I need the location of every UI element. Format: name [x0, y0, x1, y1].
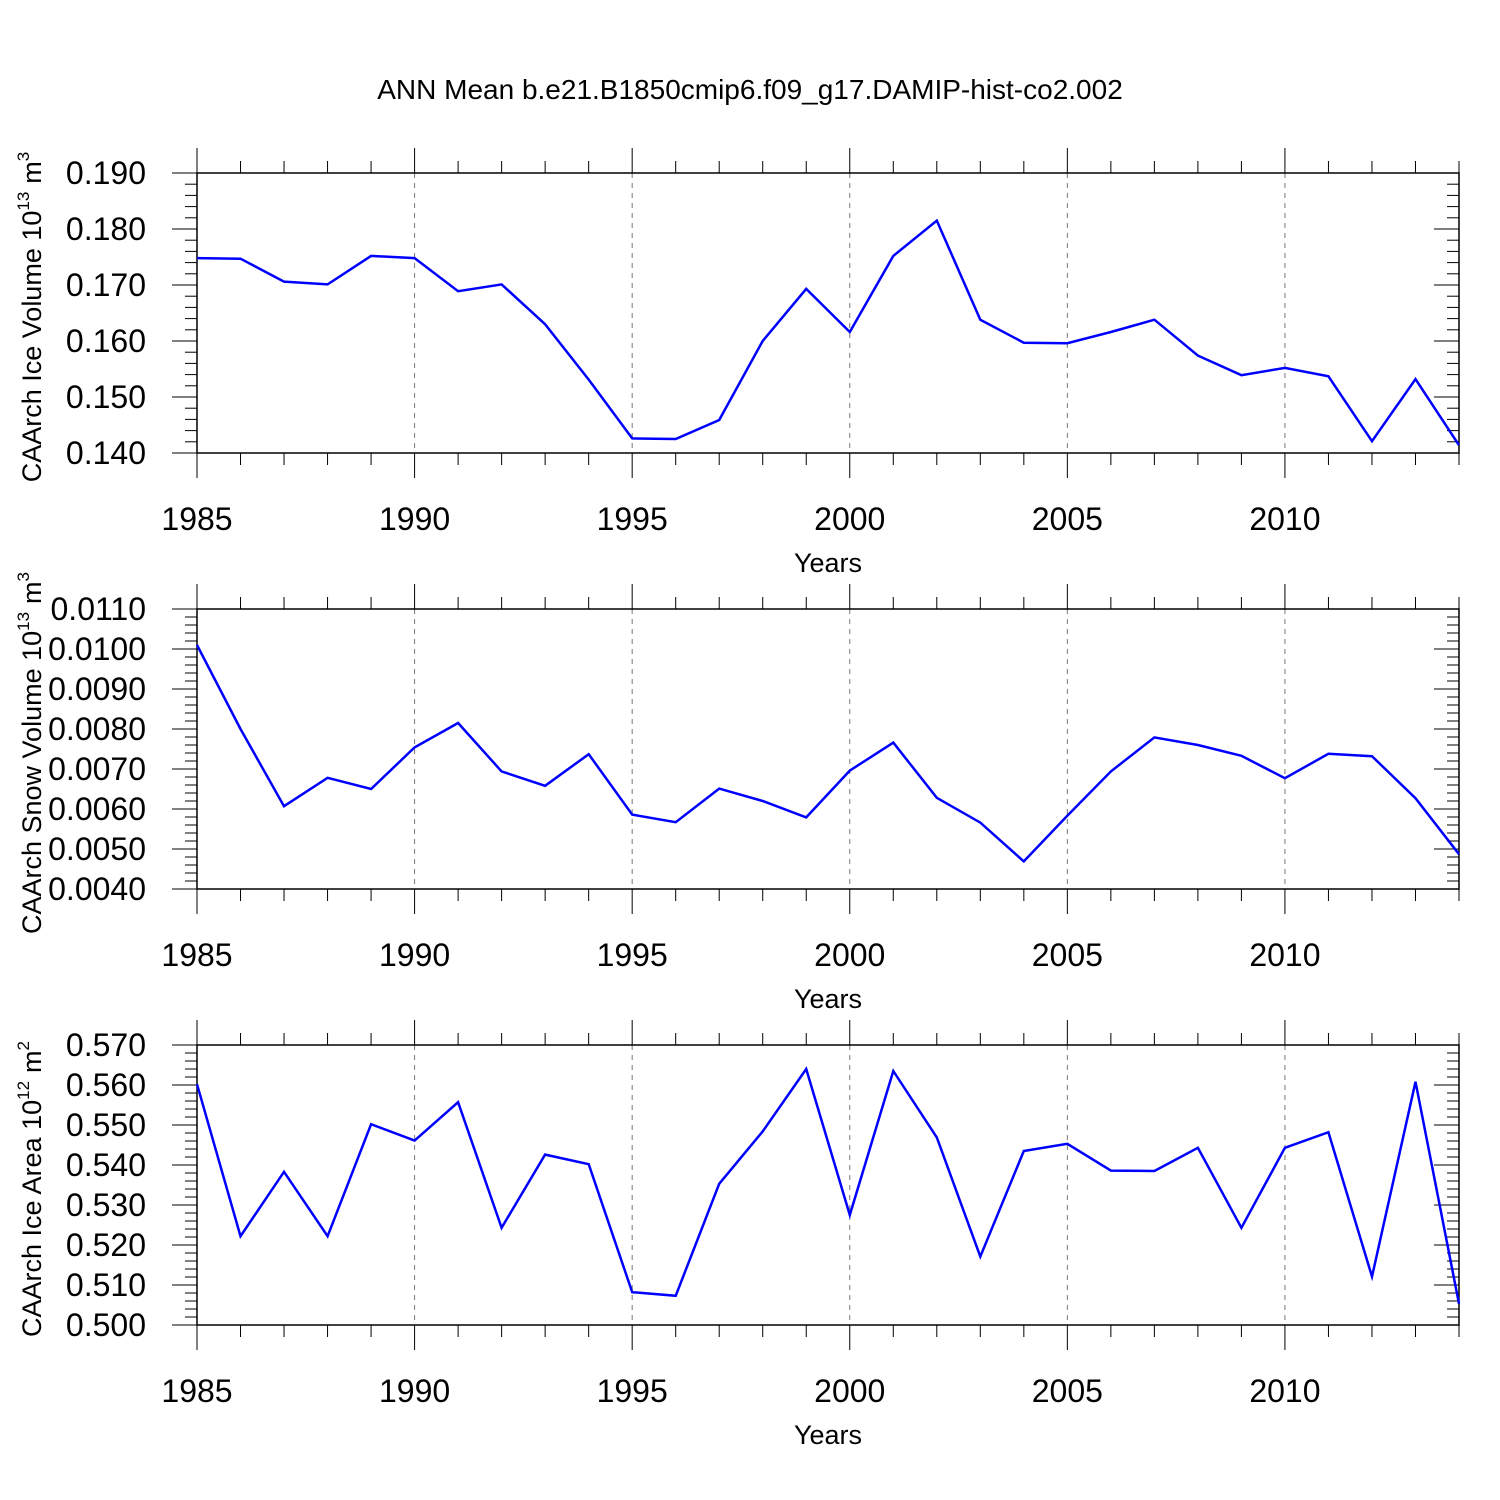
y-tick-label: 0.550 [66, 1107, 146, 1143]
y-tick-label: 0.0110 [51, 591, 147, 627]
plot-frame [196, 1044, 1460, 1326]
y-tick-label: 0.510 [66, 1267, 146, 1303]
y-tick-label: 0.170 [66, 267, 146, 303]
y-label-unit: m [17, 581, 47, 604]
y-tick-label: 0.180 [66, 211, 146, 247]
x-tick-label: 1990 [379, 1373, 450, 1409]
series-line [196, 218, 1461, 446]
x-tick-label: 1990 [379, 937, 450, 973]
panel-snow-volume: 0.0040 0.0050 0.0060 0.0070 0.0080 0.0090 0.01… [14, 572, 1460, 1014]
y-label-unit-exponent: 3 [14, 152, 33, 161]
x-tick-label: 1995 [597, 937, 668, 973]
minor-ticks [172, 148, 1460, 478]
y-label-exponent: 13 [14, 612, 33, 631]
plot-frame [196, 608, 1460, 890]
y-tick-label: 0.530 [66, 1187, 146, 1223]
y-tick-label: 0.0090 [48, 671, 146, 707]
x-tick-label: 2010 [1249, 1373, 1320, 1409]
y-tick-label: 0.540 [66, 1147, 146, 1183]
x-tick-label: 1985 [161, 937, 232, 973]
y-tick-label: 0.190 [66, 155, 146, 191]
y-label-unit: m [17, 161, 47, 184]
x-tick-label: 1985 [161, 1373, 232, 1409]
x-tick-label: 1985 [161, 501, 232, 537]
y-label-unit: m [17, 1050, 47, 1073]
y-tick-label: 0.140 [66, 435, 146, 471]
y-tick-label: 0.0050 [48, 831, 146, 867]
y-axis-label: CAArch Ice Area 1012 m2 [14, 1041, 47, 1337]
y-tick-label: 0.560 [66, 1067, 146, 1103]
y-tick-label: 0.0040 [48, 871, 146, 907]
x-tick-label: 2000 [814, 937, 885, 973]
y-axis-label: CAArch Ice Volume 1013 m3 [14, 152, 47, 483]
y-label-exponent: 12 [14, 1081, 33, 1100]
x-tick-labels: 1985 1990 1995 2000 2005 2010 [161, 1373, 1320, 1409]
y-tick-label: 0.0060 [48, 791, 146, 827]
y-tick-labels: 0.0040 0.0050 0.0060 0.0070 0.0080 0.0090 0.01… [48, 591, 146, 907]
x-tick-labels: 1985 1990 1995 2000 2005 2010 [161, 937, 1320, 973]
y-label-unit-exponent: 2 [14, 1041, 33, 1050]
chart-title: ANN Mean b.e21.B1850cmip6.f09_g17.DAMIP-… [377, 74, 1123, 105]
x-gridlines [414, 609, 1286, 889]
x-tick-label: 2005 [1032, 937, 1103, 973]
x-axis-label: Years [794, 548, 862, 578]
y-tick-label: 0.150 [66, 379, 146, 415]
y-tick-labels: 0.140 0.150 0.160 0.170 0.180 0.190 [66, 155, 146, 471]
x-tick-label: 1995 [597, 501, 668, 537]
y-label-exponent: 13 [14, 192, 33, 211]
series-line [195, 1066, 1461, 1305]
y-tick-label: 0.0070 [48, 751, 146, 787]
x-tick-label: 2000 [814, 501, 885, 537]
minor-ticks [172, 584, 1460, 914]
x-tick-label: 2000 [814, 1373, 885, 1409]
x-tick-label: 2005 [1032, 501, 1103, 537]
y-tick-label: 0.570 [66, 1027, 146, 1063]
y-tick-labels: 0.500 0.510 0.520 0.530 0.540 0.550 0.560 0.570 [66, 1027, 146, 1343]
x-tick-label: 2010 [1249, 501, 1320, 537]
x-gridlines [414, 1045, 1286, 1325]
y-tick-label: 0.0080 [48, 711, 146, 747]
x-axis-label: Years [794, 984, 862, 1014]
plot-frame [196, 172, 1460, 454]
y-label-unit-exponent: 3 [14, 572, 33, 581]
x-gridlines [414, 173, 1286, 453]
y-tick-label: 0.0100 [48, 631, 146, 667]
y-label-text: CAArch Ice Area 10 [17, 1100, 47, 1337]
panel-ice-area: 0.500 0.510 0.520 0.530 0.540 0.550 0.560 0.570… [14, 1020, 1461, 1450]
y-tick-label: 0.520 [66, 1227, 146, 1263]
x-tick-label: 1990 [379, 501, 450, 537]
x-tick-label: 2005 [1032, 1373, 1103, 1409]
y-label-text: CAArch Snow Volume 10 [17, 631, 47, 934]
series-line [195, 644, 1460, 864]
x-tick-label: 1995 [597, 1373, 668, 1409]
y-axis-label: CAArch Snow Volume 1013 m3 [14, 572, 47, 934]
x-tick-labels: 1985 1990 1995 2000 2005 2010 [161, 501, 1320, 537]
y-tick-label: 0.500 [66, 1307, 146, 1343]
y-tick-label: 0.160 [66, 323, 146, 359]
y-label-text: CAArch Ice Volume 10 [17, 211, 47, 483]
x-axis-label: Years [794, 1420, 862, 1450]
x-tick-label: 2010 [1249, 937, 1320, 973]
